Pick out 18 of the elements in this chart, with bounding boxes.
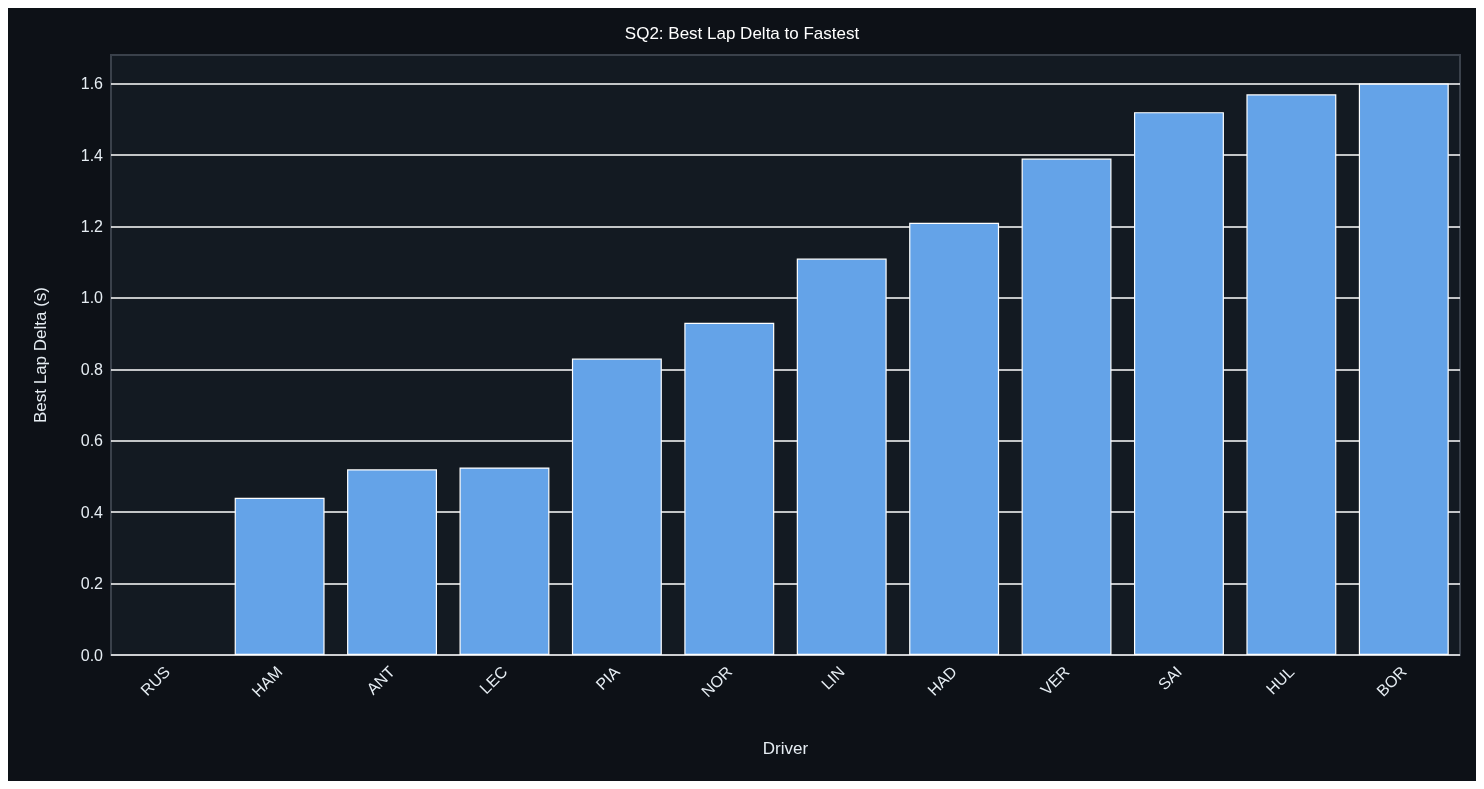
y-tick-label: 1.2 (80, 217, 104, 235)
x-tick-label: HUL (1262, 662, 1298, 698)
y-tick-label: 0.8 (80, 360, 104, 378)
y-axis-title: Best Lap Delta (s) (31, 286, 50, 424)
x-tick-label: LEC (476, 662, 511, 698)
x-tick-label: LIN (818, 662, 848, 693)
y-tick-label: 0.0 (80, 646, 104, 664)
y-tick-label: 1.4 (80, 146, 104, 164)
x-axis-title: Driver (762, 739, 809, 758)
y-tick-label: 1.0 (80, 289, 104, 307)
x-tick-label: VER (1037, 662, 1073, 699)
y-tick-label: 0.6 (80, 432, 104, 450)
y-tick-label: 0.4 (80, 503, 104, 521)
chart-title: SQ2: Best Lap Delta to Fastest (624, 24, 860, 43)
y-tick-label: 0.2 (80, 575, 104, 593)
y-tick-label: 1.6 (80, 75, 104, 93)
x-tick-label: PIA (592, 662, 624, 694)
x-tick-label: SAI (1154, 662, 1185, 694)
